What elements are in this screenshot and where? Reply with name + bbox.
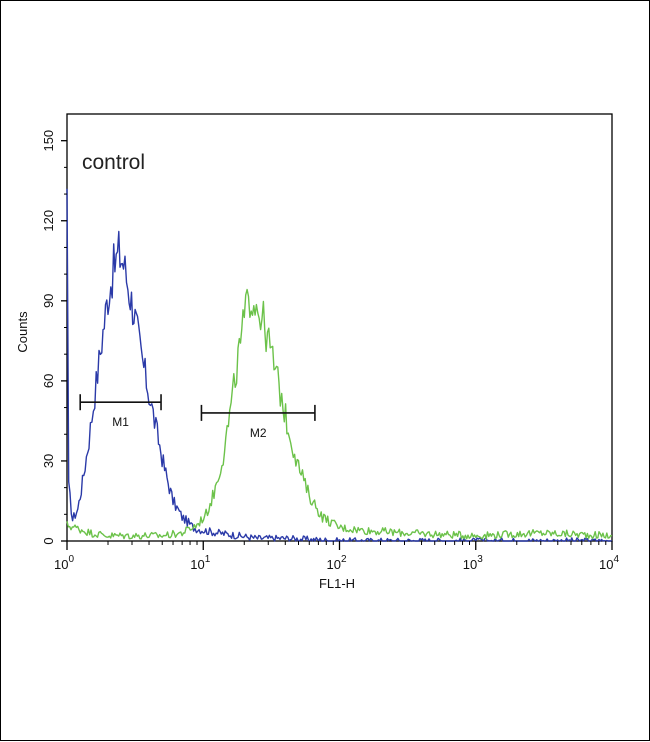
x-tick-label: 101: [190, 554, 210, 572]
y-tick-label: 0: [41, 537, 56, 544]
y-axis-label: Counts: [15, 311, 30, 353]
marker-m2: M2: [200, 404, 316, 440]
marker-label: M2: [250, 426, 267, 440]
x-tick-label: 103: [463, 554, 483, 572]
y-tick-label: 90: [41, 294, 56, 308]
series-layer: [66, 188, 613, 542]
y-tick-label: 120: [41, 210, 56, 232]
x-tick-label: 102: [326, 554, 346, 572]
series-line-2: [66, 288, 613, 540]
y-tick-label: 30: [41, 454, 56, 468]
y-tick-label: 150: [41, 130, 56, 152]
plot-area: [66, 113, 613, 542]
x-axis-ticks: 100 101 102 103 104: [54, 541, 619, 572]
y-axis-ticks: 0 30 60 90 120 150: [41, 130, 67, 545]
marker-label: M1: [112, 415, 129, 429]
marker-m1: M1: [79, 394, 162, 429]
control-annotation: control: [82, 151, 145, 174]
series-line-1: [66, 188, 612, 542]
marker-layer: M1 M2: [79, 394, 316, 440]
x-tick-label: 100: [54, 554, 74, 572]
y-tick-label: 60: [41, 374, 56, 388]
x-axis-label: FL1-H: [319, 576, 355, 591]
x-tick-label: 104: [599, 554, 619, 572]
